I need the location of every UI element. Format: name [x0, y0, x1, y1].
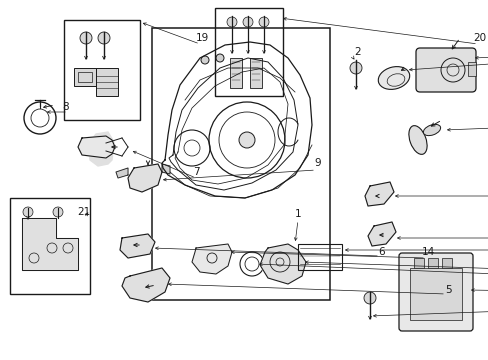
Circle shape [80, 32, 92, 44]
Bar [64, 20, 140, 120]
FancyBboxPatch shape [415, 48, 475, 92]
Circle shape [363, 292, 375, 304]
Text: 8: 8 [62, 102, 69, 112]
Ellipse shape [408, 126, 426, 154]
Bar [413, 258, 423, 268]
Circle shape [349, 62, 361, 74]
Text: 5: 5 [444, 285, 450, 295]
Polygon shape [364, 182, 393, 206]
Polygon shape [116, 168, 128, 178]
Text: 19: 19 [195, 33, 208, 43]
Circle shape [98, 32, 110, 44]
Bar [297, 244, 341, 270]
Text: 20: 20 [472, 33, 486, 43]
Ellipse shape [378, 67, 409, 89]
Polygon shape [162, 164, 170, 174]
Circle shape [243, 17, 252, 27]
Polygon shape [22, 218, 78, 270]
Polygon shape [120, 234, 155, 258]
Polygon shape [88, 132, 114, 166]
Circle shape [259, 17, 268, 27]
Text: 14: 14 [421, 247, 434, 257]
Text: 1: 1 [294, 209, 301, 219]
Polygon shape [192, 244, 231, 274]
Polygon shape [128, 164, 162, 192]
Circle shape [201, 56, 208, 64]
Bar [427, 258, 437, 268]
Circle shape [53, 207, 63, 217]
Text: 21: 21 [77, 207, 90, 217]
Polygon shape [367, 222, 395, 246]
Circle shape [226, 17, 237, 27]
Circle shape [23, 207, 33, 217]
Circle shape [239, 132, 254, 148]
Text: 7: 7 [192, 167, 199, 177]
Bar [74, 68, 96, 86]
Bar [467, 62, 475, 76]
Text: 6: 6 [378, 247, 385, 257]
Text: 2: 2 [354, 47, 361, 57]
Polygon shape [260, 244, 305, 284]
Bar [96, 68, 118, 96]
Bar [409, 268, 461, 320]
Ellipse shape [423, 125, 440, 136]
Polygon shape [122, 268, 170, 302]
Bar [441, 258, 451, 268]
Bar [10, 198, 90, 294]
Circle shape [216, 54, 224, 62]
Bar [152, 28, 329, 300]
FancyBboxPatch shape [398, 253, 472, 331]
Bar [229, 58, 242, 88]
Bar [249, 58, 262, 88]
Bar [78, 72, 92, 82]
Polygon shape [78, 136, 115, 158]
Bar [215, 8, 283, 96]
Text: 9: 9 [314, 158, 321, 168]
